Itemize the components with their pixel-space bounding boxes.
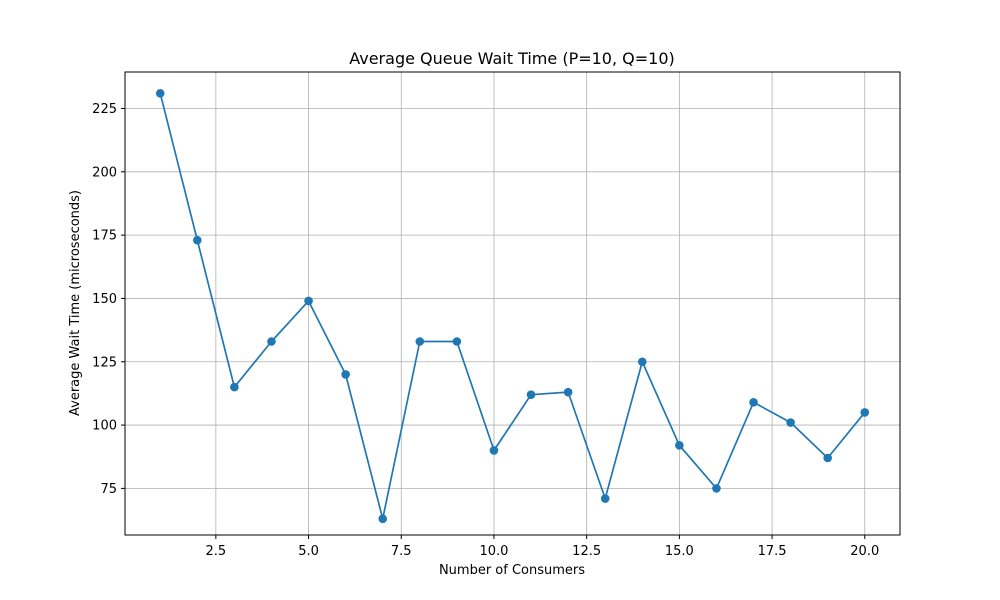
y-tick-label: 225	[92, 102, 117, 117]
chart-title: Average Queue Wait Time (P=10, Q=10)	[349, 49, 675, 68]
data-point	[155, 88, 165, 98]
y-axis-label: Average Wait Time (microseconds)	[68, 190, 83, 416]
x-tick-label: 7.5	[391, 544, 412, 559]
y-tick-label: 175	[92, 229, 117, 244]
x-tick-label: 17.5	[758, 544, 787, 559]
tick-layer: 2.5 5.0 7.5 10.0 12.5 15.0 17.5 20.0 75 100 125 150…	[92, 102, 879, 559]
x-tick-label: 10.0	[479, 544, 508, 559]
series-line	[159, 93, 866, 520]
data-point	[452, 337, 462, 346]
data-point	[786, 418, 795, 427]
x-tick-label: 12.5	[572, 544, 601, 559]
data-point	[378, 514, 388, 524]
data-point	[749, 397, 758, 407]
y-tick-label: 150	[92, 292, 117, 307]
data-point	[712, 484, 721, 493]
x-axis-label: Number of Consumers	[439, 563, 585, 578]
y-tick-label: 125	[92, 355, 117, 370]
data-point	[415, 337, 425, 346]
data-point	[267, 337, 276, 346]
data-point	[230, 382, 239, 392]
y-tick-label: 75	[100, 482, 117, 497]
data-point	[304, 296, 313, 306]
series-layer	[155, 88, 870, 524]
data-point	[860, 408, 870, 417]
data-point	[675, 441, 684, 450]
x-tick-label: 15.0	[665, 544, 694, 559]
data-point	[526, 390, 536, 399]
data-point	[823, 453, 832, 463]
x-tick-label: 5.0	[298, 544, 319, 559]
y-tick-label: 200	[92, 165, 117, 180]
axes-frame	[124, 71, 901, 536]
x-tick-label: 20.0	[850, 544, 879, 559]
y-tick-label: 100	[92, 419, 117, 434]
data-point	[600, 494, 610, 503]
data-point	[341, 370, 350, 379]
data-point	[637, 357, 647, 367]
data-point	[563, 387, 573, 397]
data-point	[489, 446, 499, 455]
x-tick-label: 2.5	[206, 544, 227, 559]
data-point	[193, 235, 202, 245]
